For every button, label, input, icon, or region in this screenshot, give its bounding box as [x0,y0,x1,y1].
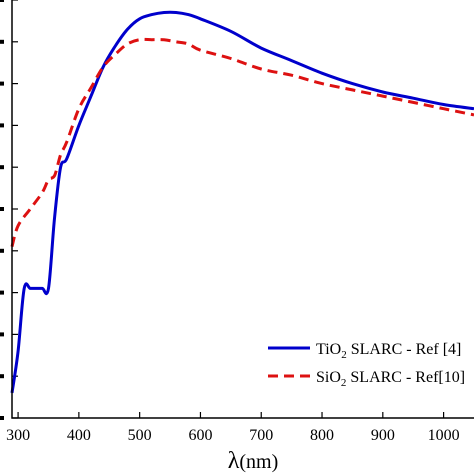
x-axis-unit: (nm) [239,451,278,473]
legend-label-base: TiO [316,341,341,358]
series-line-2 [10,37,474,248]
x-axis-title: λ(nm) [228,448,279,474]
x-tick-label: 900 [371,427,395,444]
x-tick-label: 1000 [428,427,460,444]
y-tick-label-fragment [0,0,4,2]
y-tick-label-fragment [0,81,4,86]
y-tick-label-fragment [0,207,4,211]
legend-label-rest: SLARC - Ref[10] [346,369,465,386]
legend-label: SiO2 SLARC - Ref[10] [316,369,465,389]
legend-label-rest: SLARC - Ref [4] [347,341,462,358]
x-tick-label: 500 [128,427,152,444]
x-tick-label: 800 [310,427,334,444]
y-tick-label-fragment [0,123,4,128]
y-tick-label-fragment [0,165,4,170]
x-tick-label: 700 [249,427,273,444]
x-tick-label: 600 [188,427,212,444]
ticks-layer: 300 400 500 600 700 800 900 1000 [0,0,460,444]
y-tick-label-fragment [0,39,4,44]
x-tick-label: 300 [6,427,30,444]
legend-label-base: SiO [316,369,341,386]
legend-label-subscript: 2 [341,377,347,389]
series-line-1 [10,10,474,394]
plot-frame [11,0,474,419]
y-tick-label-fragment [0,374,4,379]
y-tick-label-fragment [0,416,4,420]
y-tick-label-fragment [0,332,4,337]
series-layer [10,10,474,394]
x-tick-label: 400 [67,427,91,444]
x-axis-symbol: λ [228,448,240,474]
y-tick-label-fragment [0,248,4,253]
legend-label: TiO2 SLARC - Ref [4] [316,341,461,361]
legend-label-subscript: 2 [341,349,347,361]
y-tick-label-fragment [0,290,4,295]
legend: TiO2 SLARC - Ref [4]SiO2 SLARC - Ref[10] [268,341,465,389]
